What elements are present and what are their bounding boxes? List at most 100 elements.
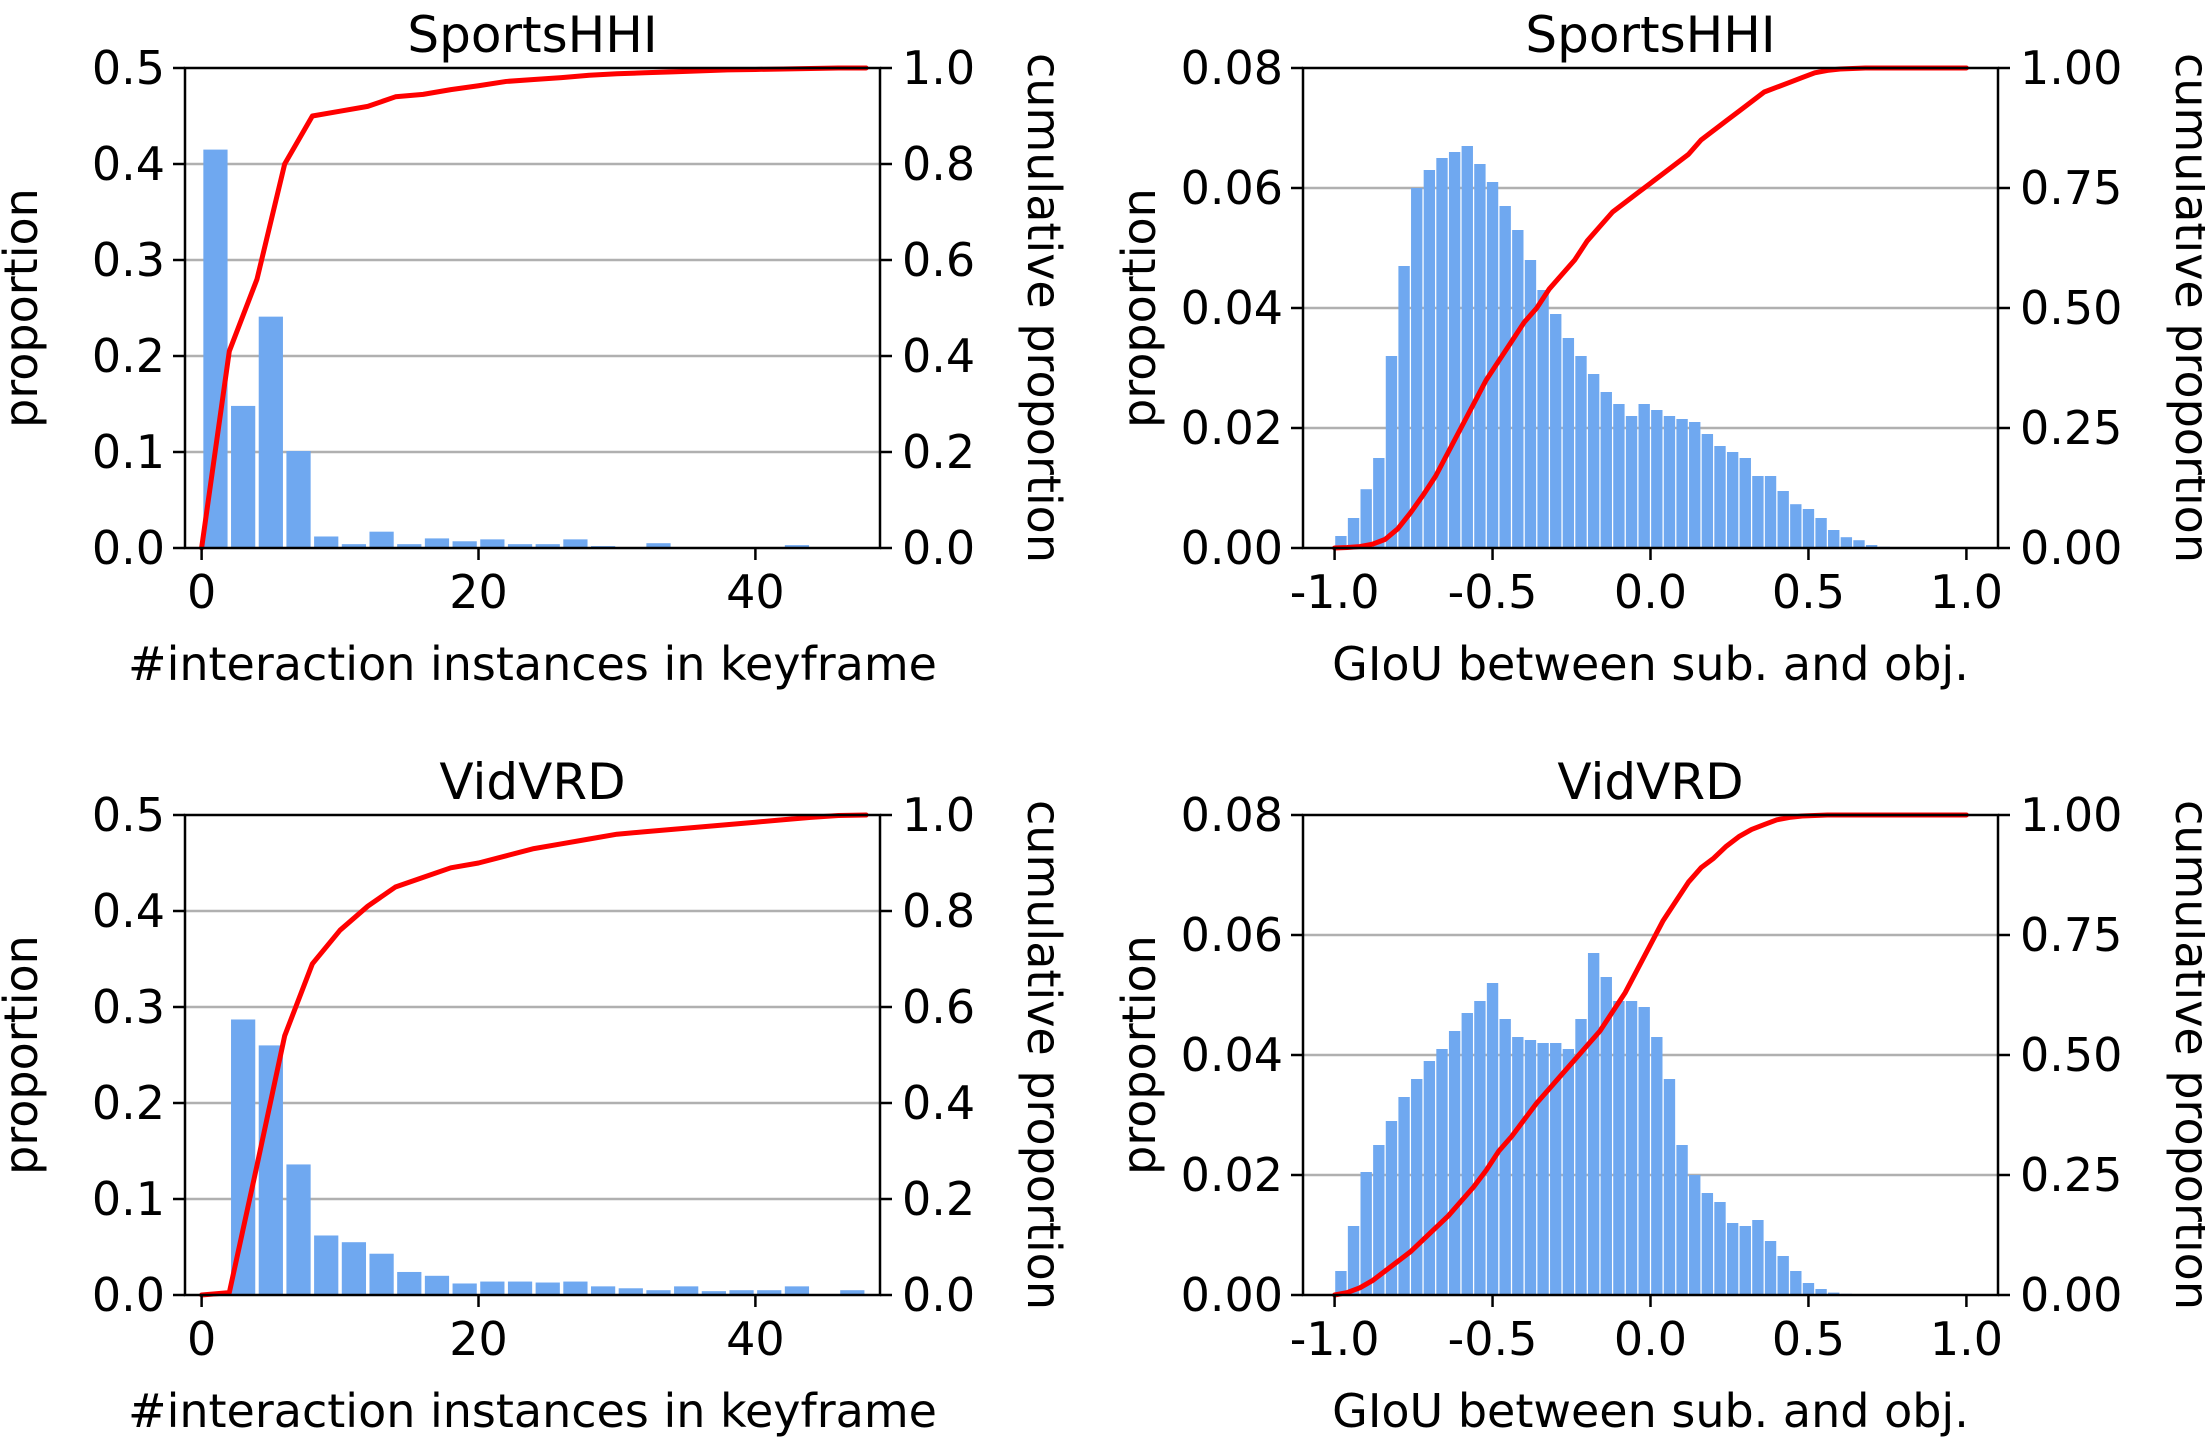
chart-title: VidVRD [1557,753,1743,811]
bar [1587,953,1600,1295]
y2-tick-label: 1.0 [902,41,975,95]
bar [1423,1061,1436,1295]
y2-tick-label: 0.75 [2020,908,2122,962]
bar [231,1019,256,1295]
chart-title: VidVRD [439,753,625,811]
bar [1436,1049,1448,1295]
y-tick-label: 0.3 [92,980,165,1034]
y-tick-label: 0.3 [92,233,165,287]
y2-tick-label: 0.2 [902,425,975,479]
x-tick-label: 0.0 [1614,1312,1687,1366]
bar [840,1290,865,1295]
bar [507,1281,533,1295]
y2-tick-label: 0.75 [2020,161,2122,215]
y-tick-label: 0.1 [92,425,165,479]
bar [1335,536,1347,548]
y2-tick-label: 0.0 [902,521,975,575]
x-tick-label: 1.0 [1930,1312,2003,1366]
chart-panel-4: -1.0 -0.5 0.0 0.5 1.0 0.00 0.02 0.04 0.06 0.08 0.0… [1112,753,2205,1438]
bar [424,1275,450,1295]
x-axis-label: GIoU between sub. and obj. [1332,1384,1969,1438]
y-axis-label: proportion [0,188,48,428]
bar [1853,540,1865,548]
y2-tick-label: 1.00 [2020,788,2122,842]
y2-tick-label: 0.2 [902,1172,975,1226]
bar [784,1286,810,1295]
bar [286,451,311,548]
y-tick-label: 0.0 [92,521,165,575]
chart-panel-2: -1.0 -0.5 0.0 0.5 1.0 0.00 0.02 0.04 0.06 0.08 0.0… [1112,6,2205,691]
bar [1790,1271,1802,1295]
bar [1524,260,1537,548]
bar [1360,1172,1372,1295]
y2-axis-label: cumulative proportion [1017,53,1071,563]
y2-tick-label: 0.50 [2020,281,2122,335]
bar [1575,356,1587,548]
bar [1625,416,1638,548]
x-tick-label: -1.0 [1290,1312,1380,1366]
y-axis-label: proportion [1112,935,1166,1175]
x-tick-label: -1.0 [1290,565,1380,619]
x-tick-label: 0 [187,1312,216,1366]
bar [1512,1037,1524,1295]
bar [1651,410,1663,548]
bar [1575,1019,1587,1295]
bar [1689,1175,1701,1295]
bar [1537,290,1549,548]
bar [1486,983,1499,1295]
y-tick-label: 0.08 [1181,41,1283,95]
bar [397,544,422,548]
bar [314,536,339,548]
x-tick-label: 0.0 [1614,565,1687,619]
y-axis-label: proportion [0,935,48,1175]
bar [1752,476,1764,548]
x-tick-label: 20 [449,565,508,619]
bar [1638,1007,1650,1295]
x-tick-label: 0 [187,565,216,619]
bar [1423,170,1436,548]
x-tick-label: 20 [449,1312,508,1366]
y-tick-label: 0.2 [92,1076,165,1130]
y2-tick-label: 0.0 [902,1268,975,1322]
y2-axis-label: cumulative proportion [1017,800,1071,1310]
y2-tick-label: 0.00 [2020,1268,2122,1322]
bar [1587,374,1600,548]
y-tick-label: 0.02 [1181,401,1283,455]
bar [1815,518,1827,548]
bar [452,541,477,548]
y2-tick-label: 1.00 [2020,41,2122,95]
bar [1676,1145,1688,1295]
plot-frame [183,66,882,550]
bar [1764,1241,1777,1295]
bar [1499,206,1511,548]
bar [1537,1043,1549,1295]
bar [1474,1001,1486,1295]
bar [480,1281,505,1295]
bar [231,405,256,548]
x-tick-label: -0.5 [1448,565,1538,619]
bar [1638,404,1650,548]
bar [507,544,533,548]
y-tick-label: 0.00 [1181,1268,1283,1322]
bar [1689,422,1701,548]
y-tick-label: 0.04 [1181,281,1283,335]
bar [452,1283,477,1295]
bar [1625,1001,1638,1295]
x-tick-label: 1.0 [1930,565,2003,619]
bar [1385,356,1398,548]
x-tick-label: 40 [726,565,785,619]
bar [1512,230,1524,548]
bar [1714,1202,1726,1295]
y-tick-label: 0.00 [1181,521,1283,575]
chart-panel-3: 0 20 40 0.0 0.1 0.2 0.3 0.4 0.5 0.0 0.2 0.4 0.6 0.8 1.… [0,753,1071,1438]
bar [535,544,560,548]
bar [1777,491,1789,548]
plot-frame [183,813,882,1297]
bar [590,1286,616,1295]
chart-panel-1: 0 20 40 0.0 0.1 0.2 0.3 0.4 0.5 0.0 0.2 0.4 0.6 0.8 1.… [0,6,1071,691]
bar [341,1242,367,1295]
y2-axis-label: cumulative proportion [2165,800,2205,1310]
bar [1335,1271,1347,1295]
x-axis-label: GIoU between sub. and obj. [1332,637,1969,691]
